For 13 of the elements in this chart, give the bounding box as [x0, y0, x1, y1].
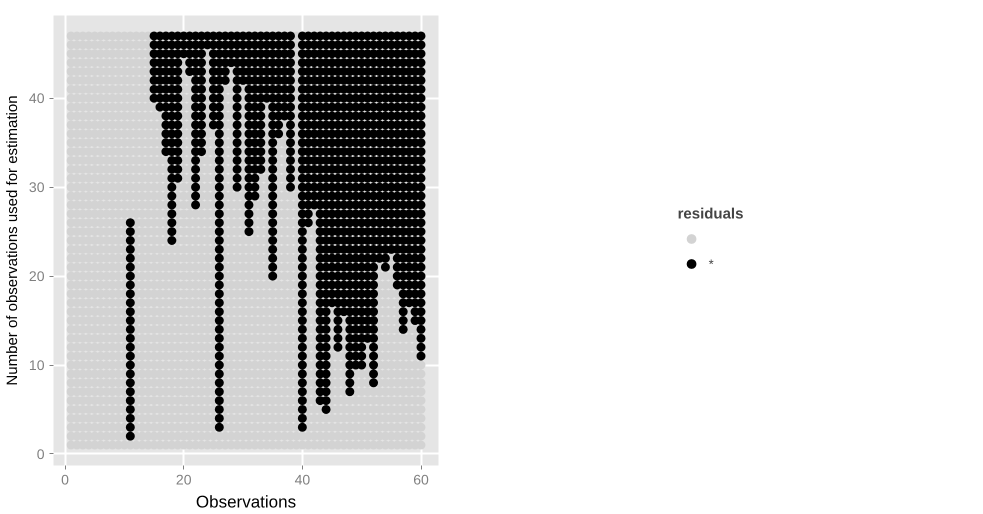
x-axis-title: Observations [196, 492, 296, 512]
legend-title: residuals [678, 206, 744, 222]
x-tick-label: 20 [176, 472, 192, 488]
y-axis-title: Number of observations used for estimation [4, 95, 21, 386]
x-tick-label: 0 [61, 472, 70, 488]
x-tick-label: 60 [413, 472, 429, 488]
y-tick-label: 0 [36, 446, 45, 462]
y-tick-label: 40 [28, 90, 45, 106]
legend-label: * [708, 256, 715, 271]
y-tick-label: 20 [28, 268, 45, 284]
y-tick-label: 30 [28, 179, 45, 196]
y-tick-label: 10 [28, 357, 45, 374]
x-tick-label: 40 [294, 472, 310, 488]
